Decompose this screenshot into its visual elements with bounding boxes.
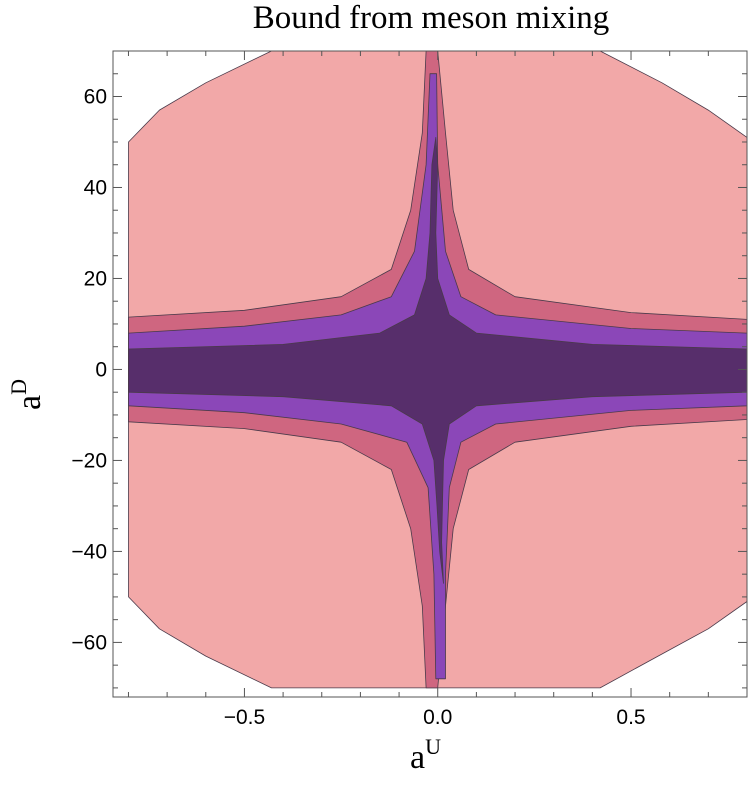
contour-regions bbox=[128, 50, 748, 689]
y-tick-labels: −60 −40 −20 0 20 40 60 bbox=[71, 85, 107, 654]
x-axis-label: aU bbox=[410, 734, 441, 776]
x-tick-label: 0.5 bbox=[616, 706, 645, 729]
axis-ticks bbox=[113, 50, 748, 697]
x-axis-label-sup: U bbox=[425, 734, 441, 759]
y-tick-label: 40 bbox=[84, 176, 107, 199]
y-tick-label: −40 bbox=[71, 540, 107, 563]
y-tick-label: 60 bbox=[84, 85, 107, 108]
y-tick-label: −20 bbox=[71, 449, 107, 472]
x-tick-label: 0.0 bbox=[423, 706, 452, 729]
y-tick-label: 0 bbox=[95, 358, 107, 381]
y-axis-label: aD bbox=[6, 379, 48, 410]
chart-title: Bound from meson mixing bbox=[253, 0, 610, 36]
y-axis-label-group: aD bbox=[6, 379, 48, 410]
y-axis-label-sup: D bbox=[6, 379, 31, 395]
x-axis-label-base: a bbox=[410, 739, 425, 776]
y-tick-label: −60 bbox=[71, 631, 107, 654]
y-tick-label: 20 bbox=[84, 267, 107, 290]
x-tick-labels: −0.5 0.0 0.5 bbox=[224, 706, 646, 729]
plot-frame bbox=[112, 50, 748, 698]
y-axis-label-base: a bbox=[11, 395, 48, 410]
x-tick-label: −0.5 bbox=[224, 706, 265, 729]
